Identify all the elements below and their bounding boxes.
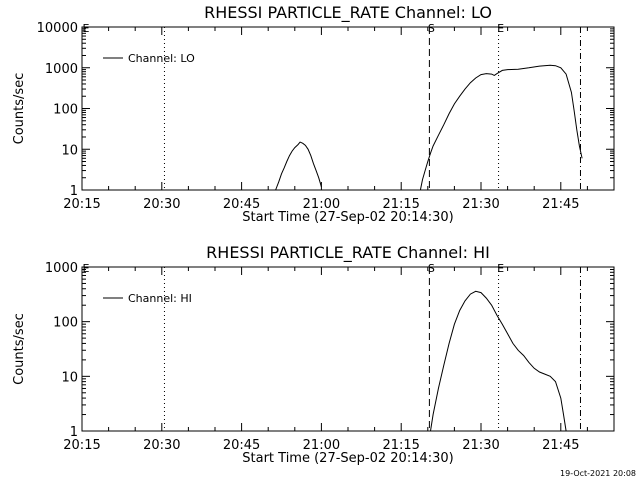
- y-tick-label: 100: [53, 103, 78, 118]
- event-marker-label: E: [497, 262, 504, 275]
- event-marker-label: S: [428, 22, 435, 35]
- chart-title: RHESSI PARTICLE_RATE Channel: HI: [206, 243, 490, 263]
- x-tick-label: 21:45: [542, 197, 579, 212]
- y-tick-label: 10: [61, 370, 78, 385]
- series-line: [419, 64, 583, 191]
- x-tick-label: 20:30: [143, 197, 180, 212]
- x-tick-label: 20:45: [223, 438, 260, 453]
- x-tick-label: 21:15: [382, 197, 419, 212]
- event-marker-label: S: [428, 262, 435, 275]
- x-tick-label: 20:15: [63, 197, 100, 212]
- y-tick-label: 100: [53, 316, 78, 331]
- x-tick-label: 21:45: [542, 438, 579, 453]
- x-tick-label: 20:30: [143, 438, 180, 453]
- x-tick-label: 20:15: [63, 438, 100, 453]
- chart-title: RHESSI PARTICLE_RATE Channel: LO: [204, 3, 492, 23]
- y-tick-label: 1: [70, 184, 78, 199]
- series-line: [275, 141, 322, 191]
- series-line: [430, 290, 567, 432]
- y-tick-label: 1000: [45, 62, 78, 77]
- panel-hi: RHESSI PARTICLE_RATE Channel: HI 20:15 20:…: [12, 243, 615, 466]
- y-tick-label: 1000: [45, 261, 78, 276]
- legend-label: Channel: LO: [128, 52, 195, 65]
- legend-label: Channel: HI: [128, 292, 192, 305]
- y-tick-label: 10: [61, 143, 78, 158]
- x-tick-label: 21:30: [462, 438, 499, 453]
- x-axis-label: Start Time (27-Sep-02 20:14:30): [242, 210, 453, 225]
- left-marker-label: E: [83, 262, 90, 275]
- footer-date: 19-Oct-2021 20:08: [560, 469, 636, 478]
- panel-lo: RHESSI PARTICLE_RATE Channel: LO 20:15 20:…: [12, 3, 615, 225]
- x-axis-label: Start Time (27-Sep-02 20:14:30): [242, 451, 453, 466]
- y-tick-label: 10000: [37, 21, 78, 36]
- x-tick-label: 21:30: [462, 197, 499, 212]
- x-tick-label: 21:00: [303, 197, 340, 212]
- left-marker-label: E: [83, 22, 90, 35]
- y-tick-label: 1: [70, 425, 78, 440]
- x-tick-label: 20:45: [223, 197, 260, 212]
- x-tick-label: 21:15: [382, 438, 419, 453]
- y-axis-label: Counts/sec: [12, 73, 27, 145]
- event-marker-label: E: [497, 22, 504, 35]
- x-tick-label: 21:00: [303, 438, 340, 453]
- y-axis-label: Counts/sec: [12, 313, 27, 385]
